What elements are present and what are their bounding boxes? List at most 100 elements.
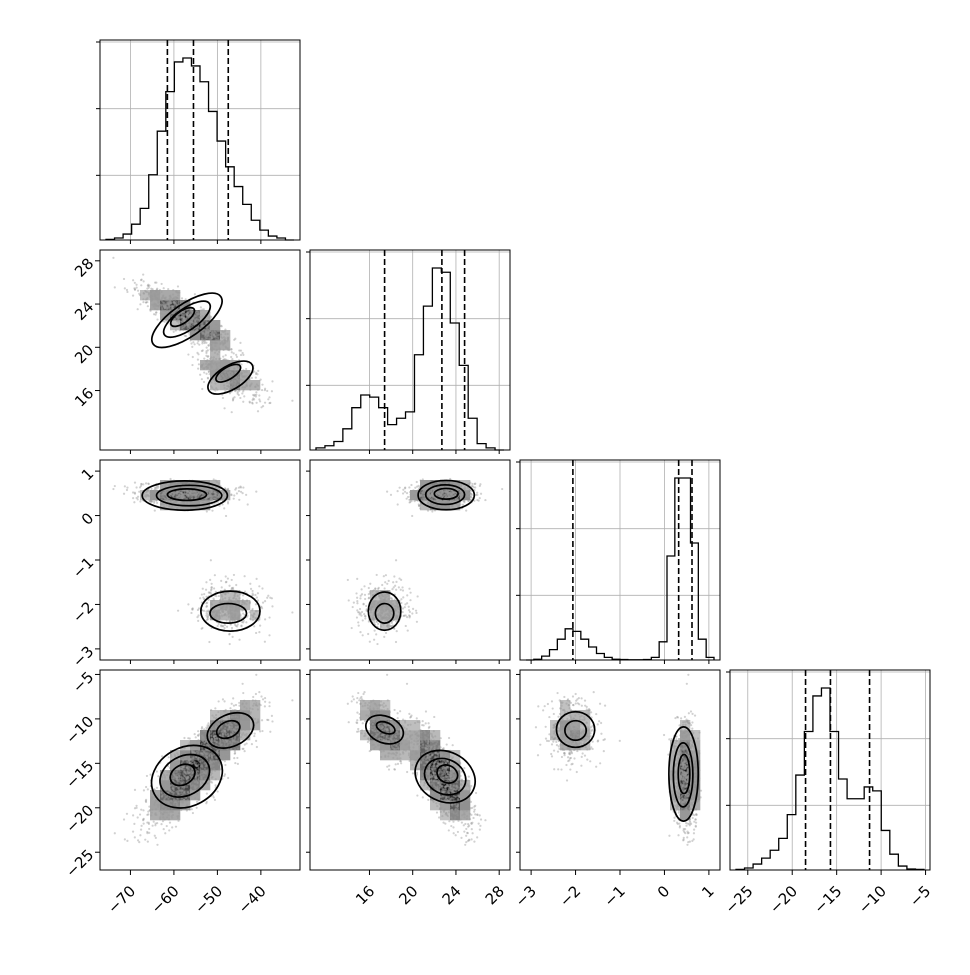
scatter-point: [363, 613, 365, 615]
scatter-point: [249, 583, 251, 585]
scatter-point: [213, 796, 215, 798]
scatter-point: [149, 774, 151, 776]
scatter-point: [191, 346, 193, 348]
scatter-point: [171, 826, 173, 828]
scatter-point: [395, 559, 397, 561]
scatter-point: [365, 605, 367, 607]
scatter-point: [150, 300, 152, 302]
scatter-point: [240, 363, 242, 365]
scatter-point: [178, 812, 180, 814]
scatter-point: [133, 823, 135, 825]
scatter-point: [383, 595, 385, 597]
scatter-point: [132, 831, 134, 833]
scatter-point: [269, 402, 271, 404]
scatter-point: [190, 490, 192, 492]
scatter-point: [214, 324, 216, 326]
scatter-point: [194, 763, 196, 765]
scatter-point: [214, 491, 216, 493]
scatter-point: [178, 322, 180, 324]
scatter-point: [177, 610, 179, 612]
scatter-point: [215, 358, 217, 360]
scatter-point: [408, 588, 410, 590]
scatter-point: [237, 366, 239, 368]
scatter-point: [479, 497, 481, 499]
scatter-point: [238, 608, 240, 610]
scatter-point: [267, 398, 269, 400]
scatter-point: [364, 615, 366, 617]
scatter-point: [222, 625, 224, 627]
scatter-point: [205, 373, 207, 375]
scatter-point: [211, 583, 213, 585]
scatter-point: [201, 366, 203, 368]
scatter-point: [197, 759, 199, 761]
scatter-point: [348, 599, 350, 601]
scatter-point: [216, 342, 218, 344]
scatter-point: [185, 772, 187, 774]
scatter-point: [377, 623, 379, 625]
scatter-point: [216, 492, 218, 494]
scatter-point: [238, 376, 240, 378]
scatter-point: [177, 496, 179, 498]
scatter-point: [194, 752, 196, 754]
scatter-point: [373, 621, 375, 623]
scatter-point: [192, 341, 194, 343]
scatter-point: [484, 499, 486, 501]
scatter-point: [231, 607, 233, 609]
scatter-point: [396, 617, 398, 619]
scatter-point: [148, 828, 150, 830]
scatter-point: [416, 621, 418, 623]
scatter-point: [223, 343, 225, 345]
scatter-point: [140, 279, 142, 281]
scatter-point: [235, 609, 237, 611]
scatter-point: [144, 495, 146, 497]
scatter-point: [227, 338, 229, 340]
scatter-point: [217, 324, 219, 326]
scatter-point: [244, 575, 246, 577]
scatter-point: [264, 618, 266, 620]
scatter-point: [145, 801, 147, 803]
scatter-point: [154, 509, 156, 511]
scatter-point: [156, 305, 158, 307]
scatter-point: [211, 510, 213, 512]
scatter-point: [210, 500, 212, 502]
scatter-point: [157, 302, 159, 304]
scatter-point: [197, 311, 199, 313]
scatter-point: [183, 799, 185, 801]
scatter-point: [142, 273, 144, 275]
scatter-point: [238, 600, 240, 602]
scatter-point: [172, 289, 174, 291]
scatter-point: [191, 609, 193, 611]
scatter-point: [182, 789, 184, 791]
scatter-point: [259, 624, 261, 626]
scatter-point: [390, 597, 392, 599]
scatter-point: [145, 482, 147, 484]
scatter-point: [374, 587, 376, 589]
scatter-point: [189, 768, 191, 770]
scatter-point: [402, 589, 404, 591]
scatter-point: [210, 589, 212, 591]
scatter-point: [255, 491, 257, 493]
scatter-point: [214, 799, 216, 801]
scatter-point: [266, 597, 268, 599]
scatter-point: [225, 374, 227, 376]
scatter-point: [189, 339, 191, 341]
scatter-point: [234, 369, 236, 371]
scatter-point: [191, 759, 193, 761]
scatter-point: [188, 323, 190, 325]
scatter-point: [404, 491, 406, 493]
scatter-point: [145, 799, 147, 801]
scatter-point: [175, 491, 177, 493]
scatter-point: [206, 757, 208, 759]
scatter-point: [212, 363, 214, 365]
scatter-point: [150, 297, 152, 299]
scatter-point: [395, 581, 397, 583]
scatter-point: [201, 776, 203, 778]
scatter-point: [438, 493, 440, 495]
scatter-point: [199, 597, 201, 599]
scatter-point: [177, 291, 179, 293]
scatter-point: [140, 828, 142, 830]
scatter-point: [198, 799, 200, 801]
scatter-point: [196, 785, 198, 787]
scatter-point: [398, 586, 400, 588]
scatter-point: [381, 595, 383, 597]
